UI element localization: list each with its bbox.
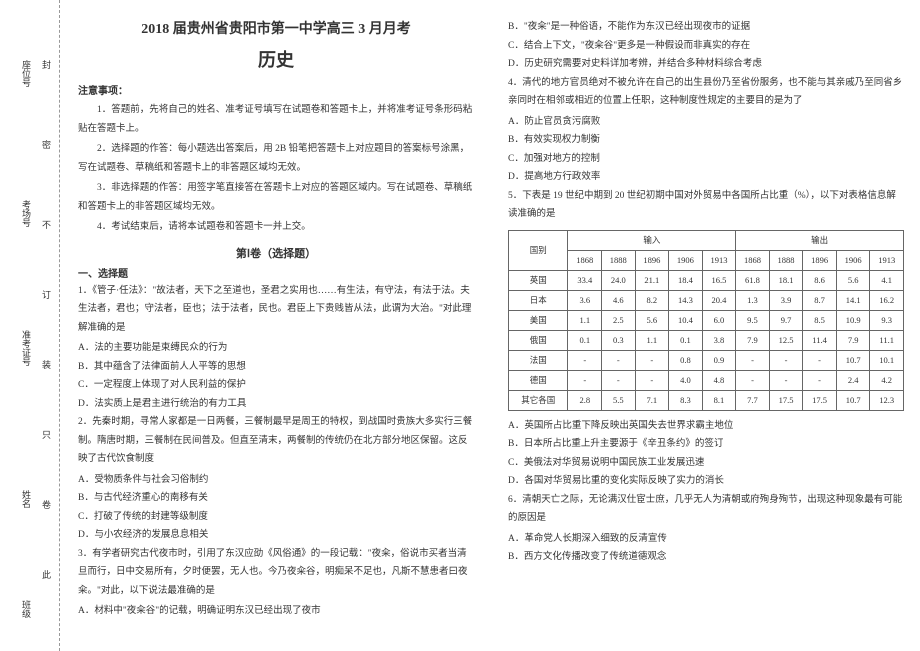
q5-opt-c: C．美俄法对华贸易说明中国民族工业发展迅速 — [508, 454, 904, 473]
exam-title: 2018 届贵州省贵阳市第一中学高三 3 月月考 — [78, 18, 474, 38]
q1-stem: 1．《管子·任法》："故法者，天下之至道也，圣君之实用也……有生法，有守法，有法… — [78, 282, 474, 338]
q5-opt-b: B．日本所占比重上升主要源于《辛丑条约》的签订 — [508, 435, 904, 454]
q2-stem: 2．先秦时期，寻常人家都是一日两餐，三餐制最早是周王的特权，到战国时贵族大多实行… — [78, 413, 474, 469]
binding-margin: 封 密 不 订 装 只 卷 此 座位号 考场号 准考证号 姓名 班级 — [0, 0, 60, 651]
q6-opt-a: A．革命党人长期深入细致的反清宣传 — [508, 530, 904, 549]
q1-opt-a: A．法的主要功能是束缚民众的行为 — [78, 339, 474, 358]
section1-subheading: 一、选择题 — [78, 265, 474, 280]
q2-opt-c: C．打破了传统的封建等级制度 — [78, 508, 474, 527]
table-row: 俄国0.10.31.10.13.87.912.511.47.911.1 — [509, 330, 904, 350]
margin-char-3: 不 — [40, 220, 53, 233]
q2-opt-b: B．与古代经济重心的南移有关 — [78, 489, 474, 508]
trade-table: 国别 输入 输出 1868 1888 1896 1906 1913 1868 1… — [508, 230, 904, 411]
q5-stem: 5．下表是 19 世纪中期到 20 世纪初期中国对外贸易中各国所占比重（%），以… — [508, 187, 904, 224]
q4-opt-c: C．加强对地方的控制 — [508, 150, 904, 169]
q6-opt-b: B．西方文化传播改变了传统道德观念 — [508, 548, 904, 567]
margin-char-7: 卷 — [40, 500, 53, 513]
q5-opt-d: D．各国对华贸易比重的变化实际反映了实力的消长 — [508, 472, 904, 491]
notice-heading: 注意事项： — [78, 82, 474, 97]
q3-stem: 3．有学者研究古代夜市时，引用了东汉应劭《风俗通》的一段记载："夜籴，俗说市买者… — [78, 545, 474, 601]
q6-stem: 6．清朝天亡之际，无论满汉仕宦士庶，几乎无人为清朝或府殉身殉节，出现这种现象最有… — [508, 491, 904, 528]
table-row: 日本3.64.68.214.320.41.33.98.714.116.2 — [509, 290, 904, 310]
margin-char-1: 封 — [40, 60, 53, 73]
q2-opt-d: D．与小农经济的发展息息相关 — [78, 526, 474, 545]
table-row: 美国1.12.55.610.46.09.59.78.510.99.3 — [509, 310, 904, 330]
room-field: 考场号 — [20, 200, 33, 227]
notice-1: 1．答题前，先将自己的姓名、准考证号填写在试题卷和答题卡上，并将准考证号条形码粘… — [78, 101, 474, 138]
subject-title: 历史 — [78, 46, 474, 72]
q4-opt-a: A．防止官员贪污腐败 — [508, 113, 904, 132]
margin-char-6: 只 — [40, 430, 53, 443]
table-row: 德国---4.04.8---2.44.2 — [509, 370, 904, 390]
th-out: 输出 — [736, 230, 904, 250]
q1-opt-c: C．一定程度上体现了对人民利益的保护 — [78, 376, 474, 395]
q3-opt-c: C．结合上下文，"夜籴谷"更多是一种假设而非真实的存在 — [508, 37, 904, 56]
q3-opt-d: D．历史研究需要对史料详加考辨，并结合多种材料综合考虑 — [508, 55, 904, 74]
margin-char-8: 此 — [40, 570, 53, 583]
seat-field: 座位号 — [20, 60, 33, 87]
margin-char-5: 装 — [40, 360, 53, 373]
notice-2: 2．选择题的作答：每小题选出答案后，用 2B 铅笔把答题卡上对应题目的答案标号涂… — [78, 140, 474, 177]
q4-opt-d: D．提高地方行政效率 — [508, 168, 904, 187]
table-row: 法国---0.80.9---10.710.1 — [509, 350, 904, 370]
notice-4: 4．考试结束后，请将本试题卷和答题卡一并上交。 — [78, 218, 474, 237]
name-field: 姓名 — [20, 490, 33, 508]
th-country: 国别 — [509, 230, 568, 270]
q4-opt-b: B．有效实现权力制衡 — [508, 131, 904, 150]
section1-title: 第Ⅰ卷（选择题） — [78, 245, 474, 261]
margin-char-4: 订 — [40, 290, 53, 303]
th-in: 输入 — [568, 230, 736, 250]
q3-opt-b: B．"夜籴"是一种俗语，不能作为东汉已经出现夜市的证据 — [508, 18, 904, 37]
q2-opt-a: A．受物质条件与社会习俗制约 — [78, 471, 474, 490]
class-field: 班级 — [20, 600, 33, 618]
q3-opt-a: A．材料中"夜籴谷"的记载，明确证明东汉已经出现了夜市 — [78, 602, 474, 621]
examid-field: 准考证号 — [20, 330, 33, 366]
column-right: B．"夜籴"是一种俗语，不能作为东汉已经出现夜市的证据 C．结合上下文，"夜籴谷… — [490, 0, 920, 651]
table-row: 英国33.424.021.118.416.561.818.18.65.64.1 — [509, 270, 904, 290]
column-left: 2018 届贵州省贵阳市第一中学高三 3 月月考 历史 注意事项： 1．答题前，… — [60, 0, 490, 651]
notice-3: 3．非选择题的作答：用签字笔直接答在答题卡上对应的答题区域内。写在试题卷、草稿纸… — [78, 179, 474, 216]
table-row: 其它各国2.85.57.18.38.17.717.517.510.712.3 — [509, 390, 904, 410]
q1-opt-b: B．其中蕴含了法律面前人人平等的思想 — [78, 358, 474, 377]
margin-char-2: 密 — [40, 140, 53, 153]
year-row: 1868 1888 1896 1906 1913 1868 1888 1896 … — [509, 250, 904, 270]
q5-opt-a: A．英国所占比重下降反映出英国失去世界求霸主地位 — [508, 417, 904, 436]
q1-opt-d: D．法实质上是君主进行统治的有力工具 — [78, 395, 474, 414]
q4-stem: 4．清代的地方官员绝对不被允许在自己的出生县份乃至省份服务，也不能与其亲戚乃至同… — [508, 74, 904, 111]
